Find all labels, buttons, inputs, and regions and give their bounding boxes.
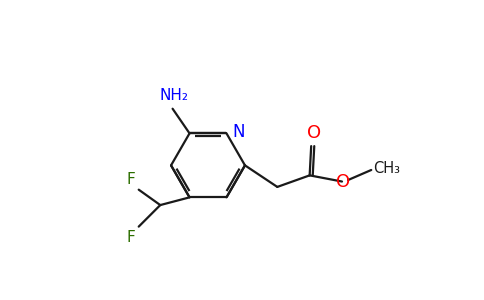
Text: O: O (336, 173, 350, 191)
Text: CH₃: CH₃ (373, 161, 400, 176)
Text: NH₂: NH₂ (160, 88, 189, 103)
Text: O: O (307, 124, 321, 142)
Text: F: F (126, 172, 135, 187)
Text: F: F (126, 230, 135, 245)
Text: N: N (233, 123, 245, 141)
